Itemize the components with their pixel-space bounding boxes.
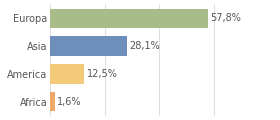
Bar (50, 92, 55, 111)
Bar (50, 9, 208, 28)
Text: 12,5%: 12,5% (87, 69, 118, 79)
Text: 57,8%: 57,8% (210, 13, 241, 23)
Text: 1,6%: 1,6% (57, 97, 81, 107)
Text: 28,1%: 28,1% (129, 41, 160, 51)
Bar (50, 64, 85, 84)
Bar (50, 36, 127, 56)
